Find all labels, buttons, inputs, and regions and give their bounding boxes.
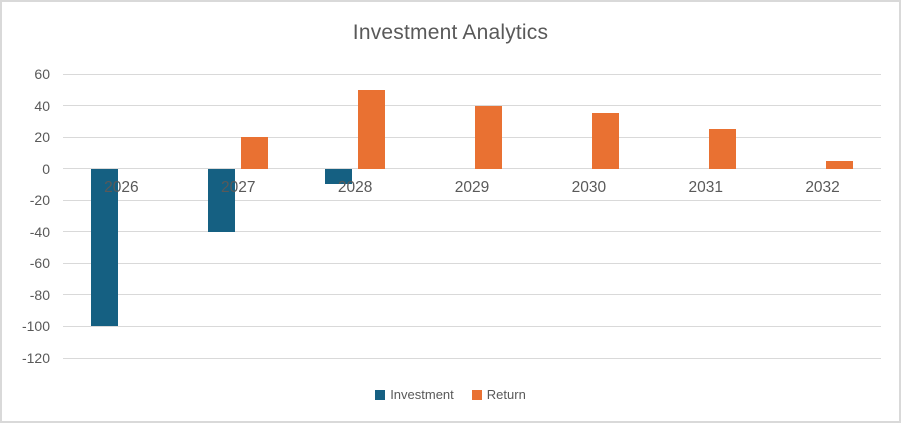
gridline-y--20 [63, 199, 881, 201]
y-axis-tick-label--80: -80 [29, 286, 50, 303]
gridline-y-0 [63, 168, 881, 170]
gridline-y--120 [63, 357, 881, 359]
bar-investment-2028 [325, 168, 353, 185]
x-axis-category-label-2031: 2031 [688, 178, 723, 196]
gridline-y-20 [63, 136, 881, 138]
gridline-y-40 [63, 105, 881, 107]
y-axis-tick-label-60: 60 [34, 66, 50, 82]
bar-investment-2026 [91, 168, 119, 327]
x-axis-category-label-2029: 2029 [454, 178, 490, 196]
bar-investment-2027 [208, 168, 236, 232]
legend-item-investment: Investment [375, 387, 454, 402]
bar-return-2028 [358, 89, 386, 169]
gridline-y--60 [63, 262, 881, 264]
x-axis-category-label-2030: 2030 [571, 178, 607, 196]
bar-return-2027 [241, 137, 269, 169]
legend-label-investment: Investment [390, 387, 454, 402]
legend-swatch-return [471, 389, 482, 400]
x-axis-category-label-2027: 2027 [221, 178, 256, 196]
y-axis-tick-label-40: 40 [34, 97, 50, 114]
bar-return-2031 [708, 129, 736, 169]
y-axis-tick-label--20: -20 [29, 192, 50, 209]
gridline-y--80 [63, 294, 881, 296]
legend-item-return: Return [471, 387, 526, 402]
y-axis-tick-label-20: 20 [34, 129, 50, 146]
x-axis-category-label-2032: 2032 [805, 178, 840, 196]
y-axis-tick-label--100: -100 [21, 318, 50, 335]
y-axis-tick-label--40: -40 [29, 223, 50, 240]
y-axis-tick-label--120: -120 [21, 350, 50, 366]
chart-title: Investment Analytics [352, 21, 549, 44]
gridline-y-60 [63, 73, 881, 75]
bar-return-2029 [475, 105, 502, 169]
bar-return-2030 [591, 113, 619, 169]
gridline-y--100 [63, 325, 881, 327]
x-axis-category-label-2026: 2026 [104, 178, 139, 196]
legend: Investment Return [2, 387, 899, 402]
legend-swatch-investment [375, 389, 386, 400]
bar-return-2032 [825, 160, 853, 169]
gridline-y--40 [63, 231, 881, 233]
y-axis-tick-label--60: -60 [29, 255, 50, 272]
x-axis-category-label-2028: 2028 [337, 178, 373, 196]
legend-label-return: Return [486, 387, 526, 402]
y-axis-tick-label-0: 0 [42, 160, 50, 177]
